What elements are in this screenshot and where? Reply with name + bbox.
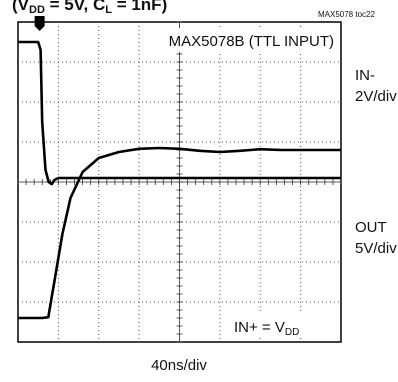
- title-backing: [172, 28, 336, 52]
- trace-out: [18, 146, 341, 320]
- x-scale-label: 40ns/div: [151, 357, 207, 374]
- series-label-in: IN-: [355, 67, 375, 84]
- condition-note: IN+ = VDD: [234, 319, 299, 338]
- trigger-marker-icon: T: [34, 16, 45, 31]
- traces: [18, 40, 341, 320]
- series-label-out: OUT: [355, 219, 387, 236]
- chart-title: MAX5078B (TTL INPUT): [169, 33, 334, 50]
- series-scale-out: 5V/div: [355, 240, 397, 257]
- plot-grid: [17, 21, 342, 343]
- toc-id: MAX5078 toc22: [318, 10, 375, 19]
- chart-header: (VDD = 5V, CL = 1nF): [12, 0, 167, 16]
- series-scale-in: 2V/div: [355, 88, 397, 105]
- trace-in: [18, 40, 341, 186]
- trigger-marker-label: T: [37, 18, 42, 27]
- note-backing: [228, 312, 336, 338]
